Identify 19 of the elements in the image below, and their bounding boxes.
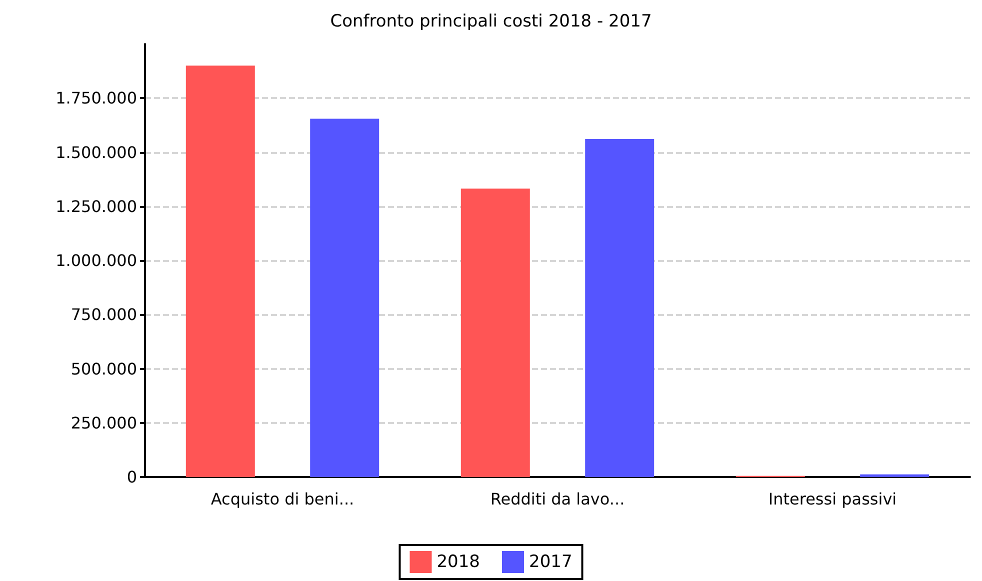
y-tick-label: 1.750.000 xyxy=(56,88,137,108)
y-tick-label: 500.000 xyxy=(70,359,137,378)
y-tick-label: 1.250.000 xyxy=(56,196,137,216)
bar xyxy=(585,139,654,477)
bar xyxy=(860,474,930,477)
x-tick-label: Acquisto di beni... xyxy=(210,490,354,508)
x-tick-label: Redditi da lavo... xyxy=(490,490,625,508)
legend-label: 2017 xyxy=(529,552,572,572)
bar xyxy=(186,66,255,477)
chart-title: Confronto principali costi 2018 - 2017 xyxy=(330,12,652,32)
y-tick-label: 750.000 xyxy=(70,305,137,324)
x-tick-label: Interessi passivi xyxy=(768,490,897,508)
legend-label: 2018 xyxy=(436,552,480,572)
bar xyxy=(310,118,380,477)
y-tick-label: 1.000.000 xyxy=(56,251,137,270)
y-tick-label: 250.000 xyxy=(70,413,137,432)
y-tick-label: 0 xyxy=(126,468,137,486)
bar xyxy=(460,188,530,477)
y-tick-label: 1.500.000 xyxy=(56,142,137,162)
